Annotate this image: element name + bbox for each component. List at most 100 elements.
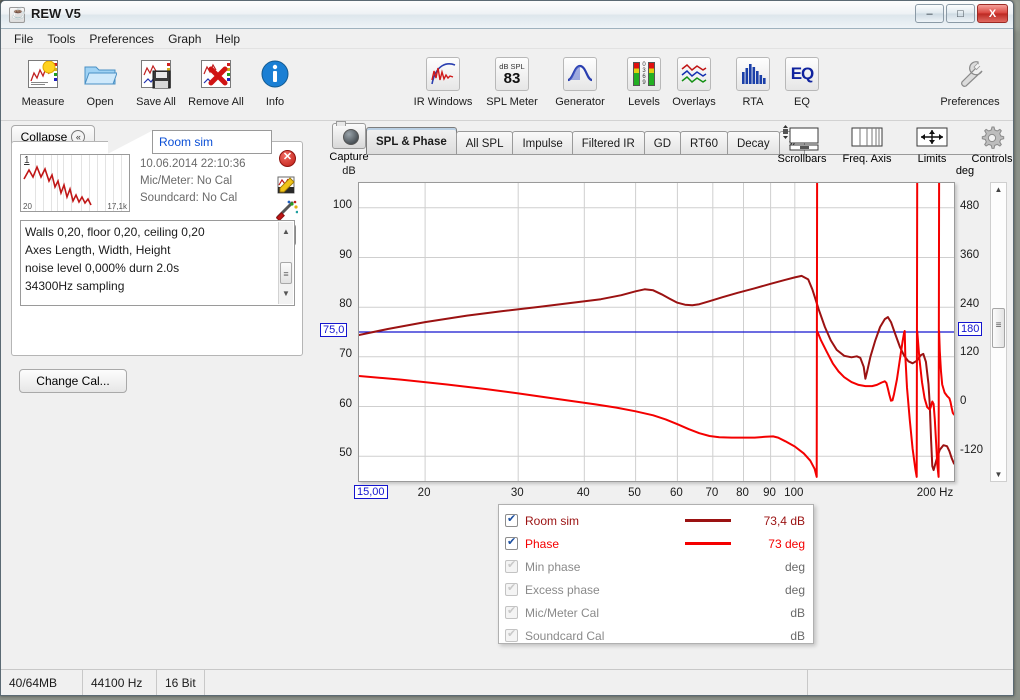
graph-container: ▲ ▼ Room sim 73,4 dB Phase: [320, 177, 1007, 671]
toolbar-eq-label: EQ: [794, 96, 810, 108]
scroll-up-icon[interactable]: ▲: [994, 185, 1003, 194]
change-cal-button[interactable]: Change Cal...: [19, 369, 127, 393]
tab-impulse[interactable]: Impulse: [512, 131, 573, 155]
legend-label-min-phase: Min phase: [525, 559, 581, 574]
calibration-icon[interactable]: [275, 200, 299, 222]
legend-value-phase: 73 deg: [768, 536, 805, 551]
measurement-tab-notch: [108, 130, 154, 154]
toolbar-measure-button[interactable]: Measure: [9, 53, 77, 108]
close-button[interactable]: X: [977, 4, 1008, 23]
x-axis-end-label: 200 Hz: [916, 487, 954, 499]
measurement-name-tab[interactable]: [152, 130, 272, 154]
tab-gd[interactable]: GD: [643, 131, 682, 155]
limits-label: Limits: [917, 153, 947, 165]
scrollbars-button[interactable]: Scrollbars: [771, 123, 833, 165]
notes-scroll-thumb[interactable]: [280, 262, 292, 284]
toolbar-info-button[interactable]: Info: [241, 53, 309, 108]
measurement-timestamp: 10.06.2014 22:10:36: [140, 158, 246, 170]
toolbar-overlays-button[interactable]: Overlays: [660, 53, 728, 108]
limits-button[interactable]: Limits: [901, 123, 963, 165]
minimize-button[interactable]: –: [915, 4, 944, 23]
status-memory: 40/64MB: [1, 670, 83, 695]
legend-row-min-phase[interactable]: Min phase deg: [505, 555, 805, 578]
edit-measurement-icon[interactable]: [276, 175, 296, 195]
freq-axis-button[interactable]: Freq. Axis: [836, 123, 898, 165]
legend-checkbox-mic-meter-cal[interactable]: [505, 604, 518, 619]
x-tick-90: 90: [763, 487, 776, 499]
toolbar-remove-all-button[interactable]: Remove All: [182, 53, 250, 108]
freq-axis-label: Freq. Axis: [842, 153, 892, 165]
toolbar-generator-button[interactable]: Generator: [546, 53, 614, 108]
notes-line-2: noise level 0,000% durn 2.0s: [25, 261, 180, 275]
cursor-value-left[interactable]: 75,0: [320, 323, 348, 337]
toolbar-ir-windows-button[interactable]: IR Windows: [409, 53, 477, 108]
notes-line-1: Axes Length, Width, Height: [25, 243, 171, 257]
title-bar: REW V5 – □ X: [1, 1, 1013, 29]
notes-line-3: 34300Hz sampling: [25, 279, 125, 293]
legend-row-excess-phase[interactable]: Excess phase deg: [505, 578, 805, 601]
legend-checkbox-soundcard-cal[interactable]: [505, 627, 518, 642]
spl-meter-icon: dB SPL 83: [478, 53, 546, 95]
legend-row-mic-meter-cal[interactable]: Mic/Meter Cal dB: [505, 601, 805, 624]
legend-row-room-sim[interactable]: Room sim 73,4 dB: [505, 509, 805, 532]
cursor-value-right[interactable]: 180: [958, 321, 983, 336]
spl-meter-badge-value: 83: [503, 69, 521, 87]
tab-spl-phase[interactable]: SPL & Phase: [366, 127, 457, 155]
cursor-value-x[interactable]: 15,00: [354, 485, 388, 499]
x-tick-20: 20: [417, 487, 431, 499]
notes-scroll-down-icon[interactable]: ▼: [282, 289, 290, 298]
right-axis-unit-label: deg: [955, 165, 975, 177]
tab-rt60[interactable]: RT60: [680, 131, 728, 155]
toolbar-save-all-button[interactable]: Save All: [122, 53, 190, 108]
wrench-icon: [936, 53, 1004, 95]
camera-icon: [332, 121, 366, 149]
capture-button[interactable]: Capture: [323, 121, 375, 163]
ir-windows-icon: [409, 53, 477, 95]
toolbar-info-label: Info: [265, 96, 285, 108]
x-tick-40: 40: [576, 487, 590, 499]
toolbar-ir-windows-label: IR Windows: [413, 96, 473, 108]
toolbar-open-button[interactable]: Open: [66, 53, 134, 108]
graph-vertical-scrollbar[interactable]: ▲ ▼: [990, 182, 1007, 482]
measurement-notes[interactable]: Walls 0,20, floor 0,20, ceiling 0,20 Axe…: [20, 220, 295, 306]
toolbar-spl-meter-button[interactable]: dB SPL 83 SPL Meter: [478, 53, 546, 108]
menu-graph[interactable]: Graph: [168, 31, 202, 46]
scroll-thumb[interactable]: [992, 308, 1005, 348]
menu-tools[interactable]: Tools: [47, 31, 76, 46]
menu-preferences[interactable]: Preferences: [89, 31, 155, 46]
controls-button[interactable]: Controls: [961, 123, 1013, 165]
status-spare: [808, 670, 1013, 695]
tab-all-spl[interactable]: All SPL: [455, 131, 514, 155]
x-tick-50: 50: [628, 487, 641, 499]
plot-area[interactable]: [358, 182, 955, 482]
legend-checkbox-min-phase[interactable]: [505, 558, 518, 573]
controls-label: Controls: [971, 153, 1013, 165]
y-tick-left-100: 100: [332, 198, 352, 211]
menu-file[interactable]: File: [14, 31, 34, 46]
tab-decay[interactable]: Decay: [726, 131, 780, 155]
legend-row-phase[interactable]: Phase 73 deg: [505, 532, 805, 555]
notes-scrollbar[interactable]: ▲ ▼: [278, 222, 293, 304]
notes-scroll-up-icon[interactable]: ▲: [282, 227, 290, 236]
legend-checkbox-excess-phase[interactable]: [505, 581, 518, 596]
maximize-button[interactable]: □: [946, 4, 975, 23]
legend-checkbox-phase[interactable]: [505, 535, 518, 550]
measurement-name-input[interactable]: [153, 131, 271, 153]
legend-checkbox-room-sim[interactable]: [505, 512, 518, 527]
legend-row-soundcard-cal[interactable]: Soundcard Cal dB: [505, 624, 805, 647]
tab-filtered-ir[interactable]: Filtered IR: [571, 131, 645, 155]
eq-icon: EQ: [768, 53, 836, 95]
toolbar-preferences-button[interactable]: Preferences: [936, 53, 1004, 108]
scroll-down-icon[interactable]: ▼: [994, 470, 1003, 479]
toolbar-eq-button[interactable]: EQ EQ: [768, 53, 836, 108]
delete-measurement-icon[interactable]: [279, 150, 296, 167]
change-cal-label: Change Cal...: [36, 374, 110, 388]
plot-svg: [359, 183, 954, 481]
toolbar-rta-button[interactable]: RTA: [719, 53, 787, 108]
measurement-thumbnail[interactable]: 1 20 17,1k: [20, 154, 130, 212]
y-tick-left-60: 60: [339, 397, 352, 410]
menu-help[interactable]: Help: [215, 31, 241, 46]
